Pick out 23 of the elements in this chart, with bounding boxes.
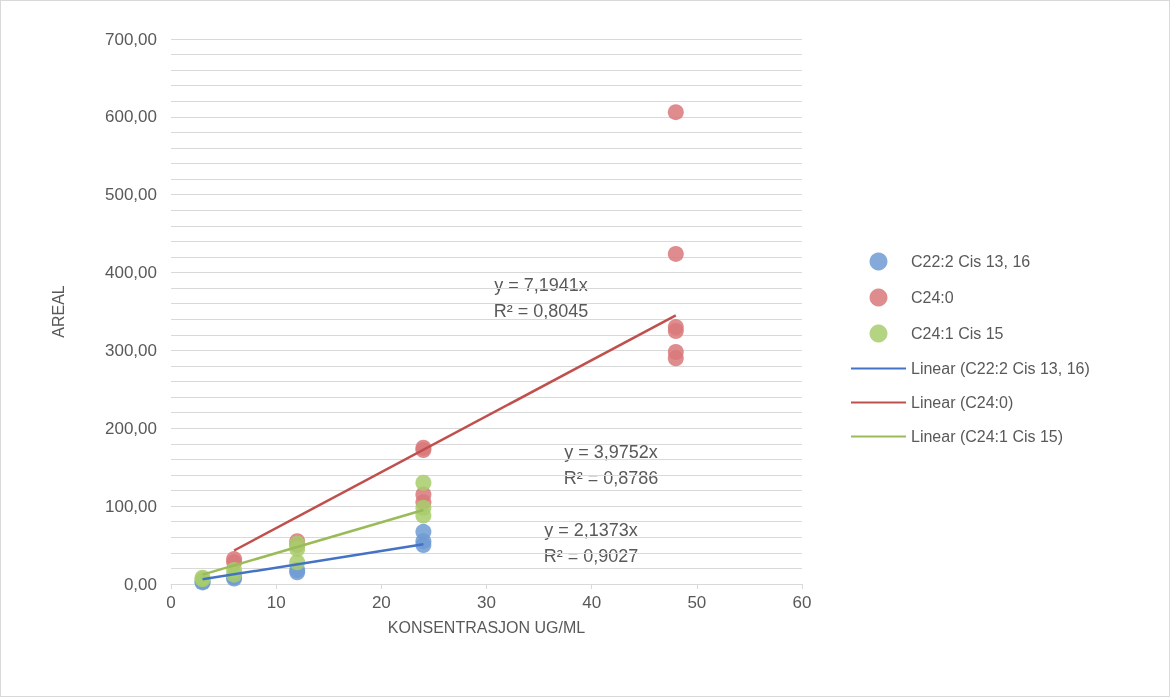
legend-label: Linear (C22:2 Cis 13, 16) xyxy=(911,360,1090,377)
x-tick-label: 0 xyxy=(166,593,176,612)
y-tick-label: 300,00 xyxy=(105,340,157,360)
legend-label: Linear (C24:0) xyxy=(911,394,1014,411)
legend-label: Linear (C24:1 Cis 15) xyxy=(911,428,1064,445)
x-tick-label: 60 xyxy=(792,593,812,612)
legend-label: C24:0 xyxy=(911,289,954,306)
x-tick-label: 10 xyxy=(266,593,286,612)
y-tick-label: 700,00 xyxy=(105,29,157,49)
y-tick-label: 200,00 xyxy=(105,418,157,438)
y-tick-label: 400,00 xyxy=(105,263,157,283)
x-tick-label: 20 xyxy=(371,593,391,612)
x-axis-title: KONSENTRASJON UG/ML xyxy=(387,618,586,636)
legend-label: C22:2 Cis 13, 16 xyxy=(911,253,1031,270)
x-tick-label: 50 xyxy=(687,593,707,612)
y-tick-label: 500,00 xyxy=(105,185,157,205)
x-tick-label: 40 xyxy=(582,593,602,612)
y-tick-label: 600,00 xyxy=(105,107,157,127)
legend-label: C24:1 Cis 15 xyxy=(911,325,1004,342)
y-axis-title: AREAL xyxy=(49,285,67,338)
x-tick-label: 30 xyxy=(477,593,496,612)
y-tick-label: 0,00 xyxy=(123,574,157,594)
y-tick-label: 100,00 xyxy=(105,496,157,516)
